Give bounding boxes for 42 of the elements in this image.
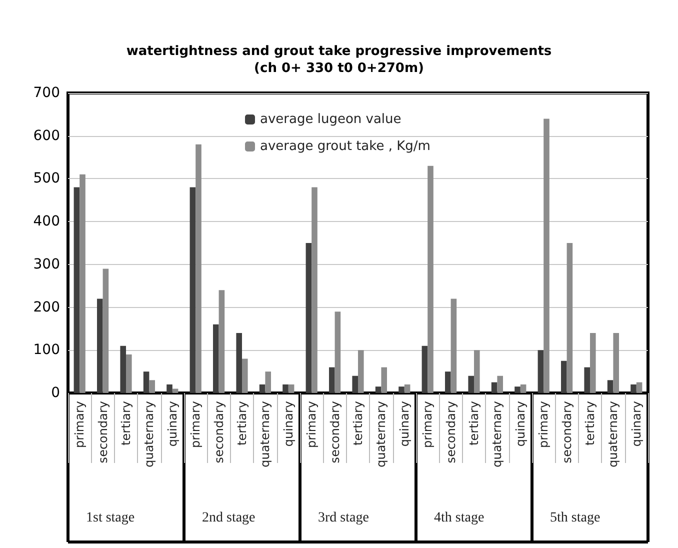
x-tick-label: primary <box>420 401 435 448</box>
x-tick-label: tertiary <box>351 401 365 446</box>
x-tick-label: quinary <box>397 401 412 447</box>
x-tick-label: primary <box>536 401 551 448</box>
legend-label: average grout take , Kg/m <box>260 139 430 154</box>
x-tick-label: tertiary <box>119 401 133 446</box>
x-tick-label: primary <box>188 401 203 448</box>
text: 4th stage <box>434 510 484 526</box>
x-tick-label: secondary <box>96 401 110 464</box>
chart-title: watertightness and grout take progressive improvements <box>126 44 552 59</box>
y-tick-label: 500 <box>33 170 60 187</box>
text: 3rd stage <box>318 510 369 526</box>
chart-subtitle: (ch 0+ 330 t0 0+270m) <box>254 61 424 76</box>
text: 1st stage <box>86 510 135 526</box>
x-tick-label: quaternary <box>374 401 388 468</box>
y-tick-label: 300 <box>33 256 60 272</box>
x-tick-label: quinary <box>513 401 528 447</box>
x-tick-label: quaternary <box>142 401 156 468</box>
x-tick-label: quinary <box>281 401 296 447</box>
y-tick-label: 0 <box>51 385 60 401</box>
text: 2nd stage <box>202 510 256 526</box>
x-tick-label: secondary <box>328 401 342 464</box>
y-tick-label: 600 <box>33 128 60 144</box>
x-tick-label: quaternary <box>490 401 504 468</box>
legend-label: average lugeon value <box>260 112 402 127</box>
y-tick-label: 400 <box>33 214 60 230</box>
x-tick-label: quinary <box>629 401 644 447</box>
y-tick-label: 100 <box>33 342 60 358</box>
x-tick-label: quaternary <box>606 401 620 468</box>
x-tick-label: tertiary <box>235 401 249 446</box>
text: 5th stage <box>550 510 600 526</box>
x-tick-label: secondary <box>560 401 574 464</box>
x-tick-label: secondary <box>212 401 226 464</box>
x-tick-label: tertiary <box>467 401 481 446</box>
y-tick-label: 200 <box>33 299 60 316</box>
x-tick-label: tertiary <box>583 401 597 446</box>
x-tick-label: quaternary <box>258 401 272 468</box>
x-tick-label: quinary <box>165 401 180 447</box>
x-tick-label: primary <box>304 401 319 448</box>
x-tick-label: primary <box>72 401 87 448</box>
y-tick-label: 700 <box>33 85 60 101</box>
x-tick-label: secondary <box>444 401 458 464</box>
